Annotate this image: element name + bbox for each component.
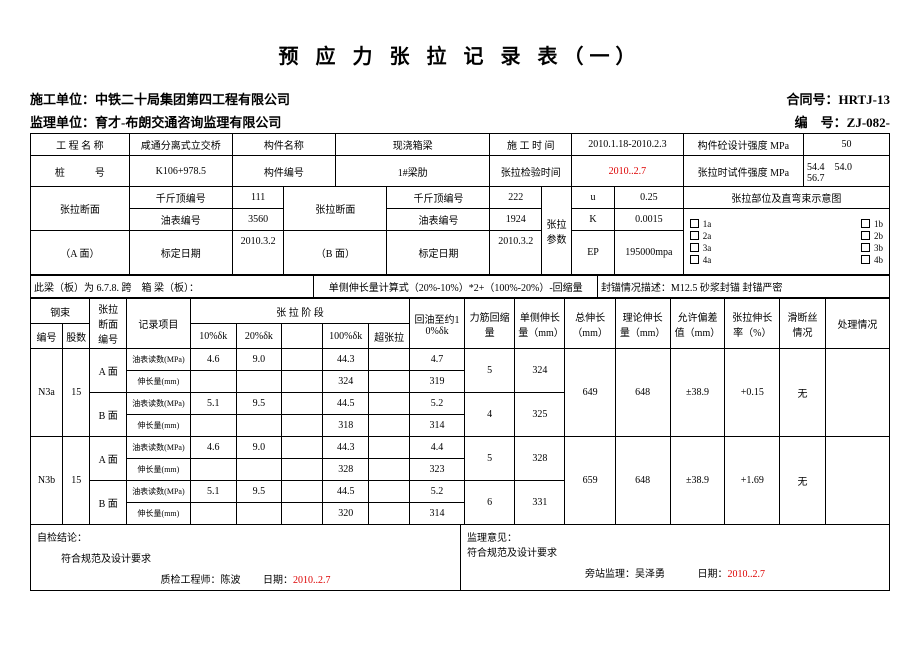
h-gs2: 股数 [62, 324, 89, 349]
mid-left: 此梁（板）为 6.7.8. 跨 箱 梁（板）： [31, 276, 314, 298]
legend-box: 1a1b 2a2b 3a3b 4a4b [683, 209, 889, 275]
gcmc: 咸通分离式立交桥 [129, 134, 232, 156]
d2: 2010.3.2 [490, 231, 542, 253]
ep-l: EP [572, 231, 615, 275]
hth: HRTJ-13 [838, 92, 890, 107]
h-bh: 编号 [31, 324, 63, 349]
ybbh-a: 3560 [232, 209, 284, 231]
gjbh: 1#梁肋 [335, 156, 490, 187]
gjsjqd-l: 构件砼设计强度 MPa [683, 134, 803, 156]
n3b-bh: N3b [31, 437, 63, 525]
gjbh-l: 构件编号 [232, 156, 335, 187]
zlsjqd: 54.4 54.056.7 [803, 156, 889, 187]
h-llsc: 理论伸长量（mm） [615, 299, 670, 349]
sgdw: 中铁二十局集团第四工程有限公司 [95, 92, 290, 107]
am: （A 面） [31, 231, 130, 275]
hth-label: 合同号： [786, 92, 838, 107]
h-jlxm: 记录项目 [126, 299, 190, 349]
qjdbh-b: 222 [490, 187, 542, 209]
qjdbh-a: 111 [232, 187, 284, 209]
h-zldm: 张拉断面编号 [90, 299, 127, 349]
h-hyzy: 回油至约10%δk [410, 299, 465, 349]
zjjl: 符合规范及设计要求 [37, 544, 454, 571]
gjmc: 现浇箱梁 [335, 134, 490, 156]
bm: （B 面） [284, 231, 387, 275]
h-gs: 钢束 [31, 299, 90, 324]
gjsjqd: 50 [803, 134, 889, 156]
gjmc-l: 构件名称 [232, 134, 335, 156]
qjdbh2-l: 千斤顶编号 [387, 187, 490, 209]
header-line-1: 施工单位：中铁二十局集团第四工程有限公司 合同号：HRTJ-13 [30, 89, 890, 108]
zldm2-l: 张拉断面 [284, 187, 387, 231]
page-title: 预 应 力 张 拉 记 录 表（一） [30, 40, 890, 69]
k-l: K [572, 209, 615, 231]
bh: ZJ-082- [847, 115, 890, 130]
footer: 自检结论： 符合规范及设计要求 质检工程师：陈波 日期：2010..2.7 监理… [30, 525, 890, 591]
h-clqk: 处理情况 [825, 299, 889, 349]
h-p10: 10%δk [190, 324, 236, 349]
h-yxpc: 允许偏差值（mm） [670, 299, 725, 349]
zlbw-l: 张拉部位及直弯束示意图 [683, 187, 889, 209]
bdrq-l: 标定日期 [129, 231, 232, 275]
h-ljhs: 力筋回缩量 [464, 299, 514, 349]
h-czl: 超张拉 [369, 324, 410, 349]
n3b-gs: 15 [62, 437, 89, 525]
zlsjqd-l: 张拉时试件强度 MPa [683, 156, 803, 187]
n3a-bh: N3a [31, 349, 63, 437]
h-zljd: 张 拉 阶 段 [190, 299, 409, 324]
jlyj-l: 监理意见： [467, 529, 883, 544]
h-dcsc: 单侧伸长量（mm） [515, 299, 565, 349]
ybbh2-l: 油表编号 [387, 209, 490, 231]
zldm-l: 张拉断面 [31, 187, 130, 231]
zlcs-l: 张拉参数 [542, 187, 572, 275]
sgsj-l: 施 工 时 间 [490, 134, 572, 156]
h-zsc: 总伸长（mm） [565, 299, 615, 349]
h-zlscl: 张拉伸长率（%） [725, 299, 780, 349]
bdrq2-l: 标定日期 [387, 231, 490, 275]
ybbh-l: 油表编号 [129, 209, 232, 231]
ep-v: 195000mpa [615, 231, 684, 275]
zljysj: 2010..2.7 [572, 156, 684, 187]
header-line-2: 监理单位：育才-布朗交通咨询监理有限公司 编 号：ZJ-082- [30, 112, 890, 131]
gcmc-l: 工 程 名 称 [31, 134, 130, 156]
bh-label: 编 号： [795, 115, 847, 130]
h-p100: 100%δk [323, 324, 369, 349]
info-table: 工 程 名 称 咸通分离式立交桥 构件名称 现浇箱梁 施 工 时 间 2010.… [30, 133, 890, 275]
d1: 2010.3.2 [232, 231, 284, 253]
ybbh-b: 1924 [490, 209, 542, 231]
zjjl-l: 自检结论： [37, 529, 454, 544]
u-l: u [572, 187, 615, 209]
mid-right: 封锚情况描述：M12.5 砂浆封锚 封锚严密 [597, 276, 889, 298]
zh: K106+978.5 [129, 156, 232, 187]
h-p20: 20%δk [236, 324, 282, 349]
mid-mid: 单侧伸长量计算式（20%-10%）*2+（100%-20%）-回缩量 [314, 276, 597, 298]
jldw: 育才-布朗交通咨询监理有限公司 [95, 115, 281, 130]
sgdw-label: 施工单位： [30, 92, 95, 107]
qjdbh-l: 千斤顶编号 [129, 187, 232, 209]
n3a-gs: 15 [62, 349, 89, 437]
mid-row: 此梁（板）为 6.7.8. 跨 箱 梁（板）： 单侧伸长量计算式（20%-10%… [30, 275, 890, 298]
sgsj: 2010.1.18-2010.2.3 [572, 134, 684, 156]
jldw-label: 监理单位： [30, 115, 95, 130]
zh-l: 桩 号 [31, 156, 130, 187]
jlyj: 符合规范及设计要求 [467, 544, 883, 565]
u-v: 0.25 [615, 187, 684, 209]
zljysj-l: 张拉检验时间 [490, 156, 572, 187]
k-v: 0.0015 [615, 209, 684, 231]
data-table: 钢束 张拉断面编号 记录项目 张 拉 阶 段 回油至约10%δk 力筋回缩量 单… [30, 298, 890, 525]
h-hds: 滑断丝情况 [780, 299, 826, 349]
